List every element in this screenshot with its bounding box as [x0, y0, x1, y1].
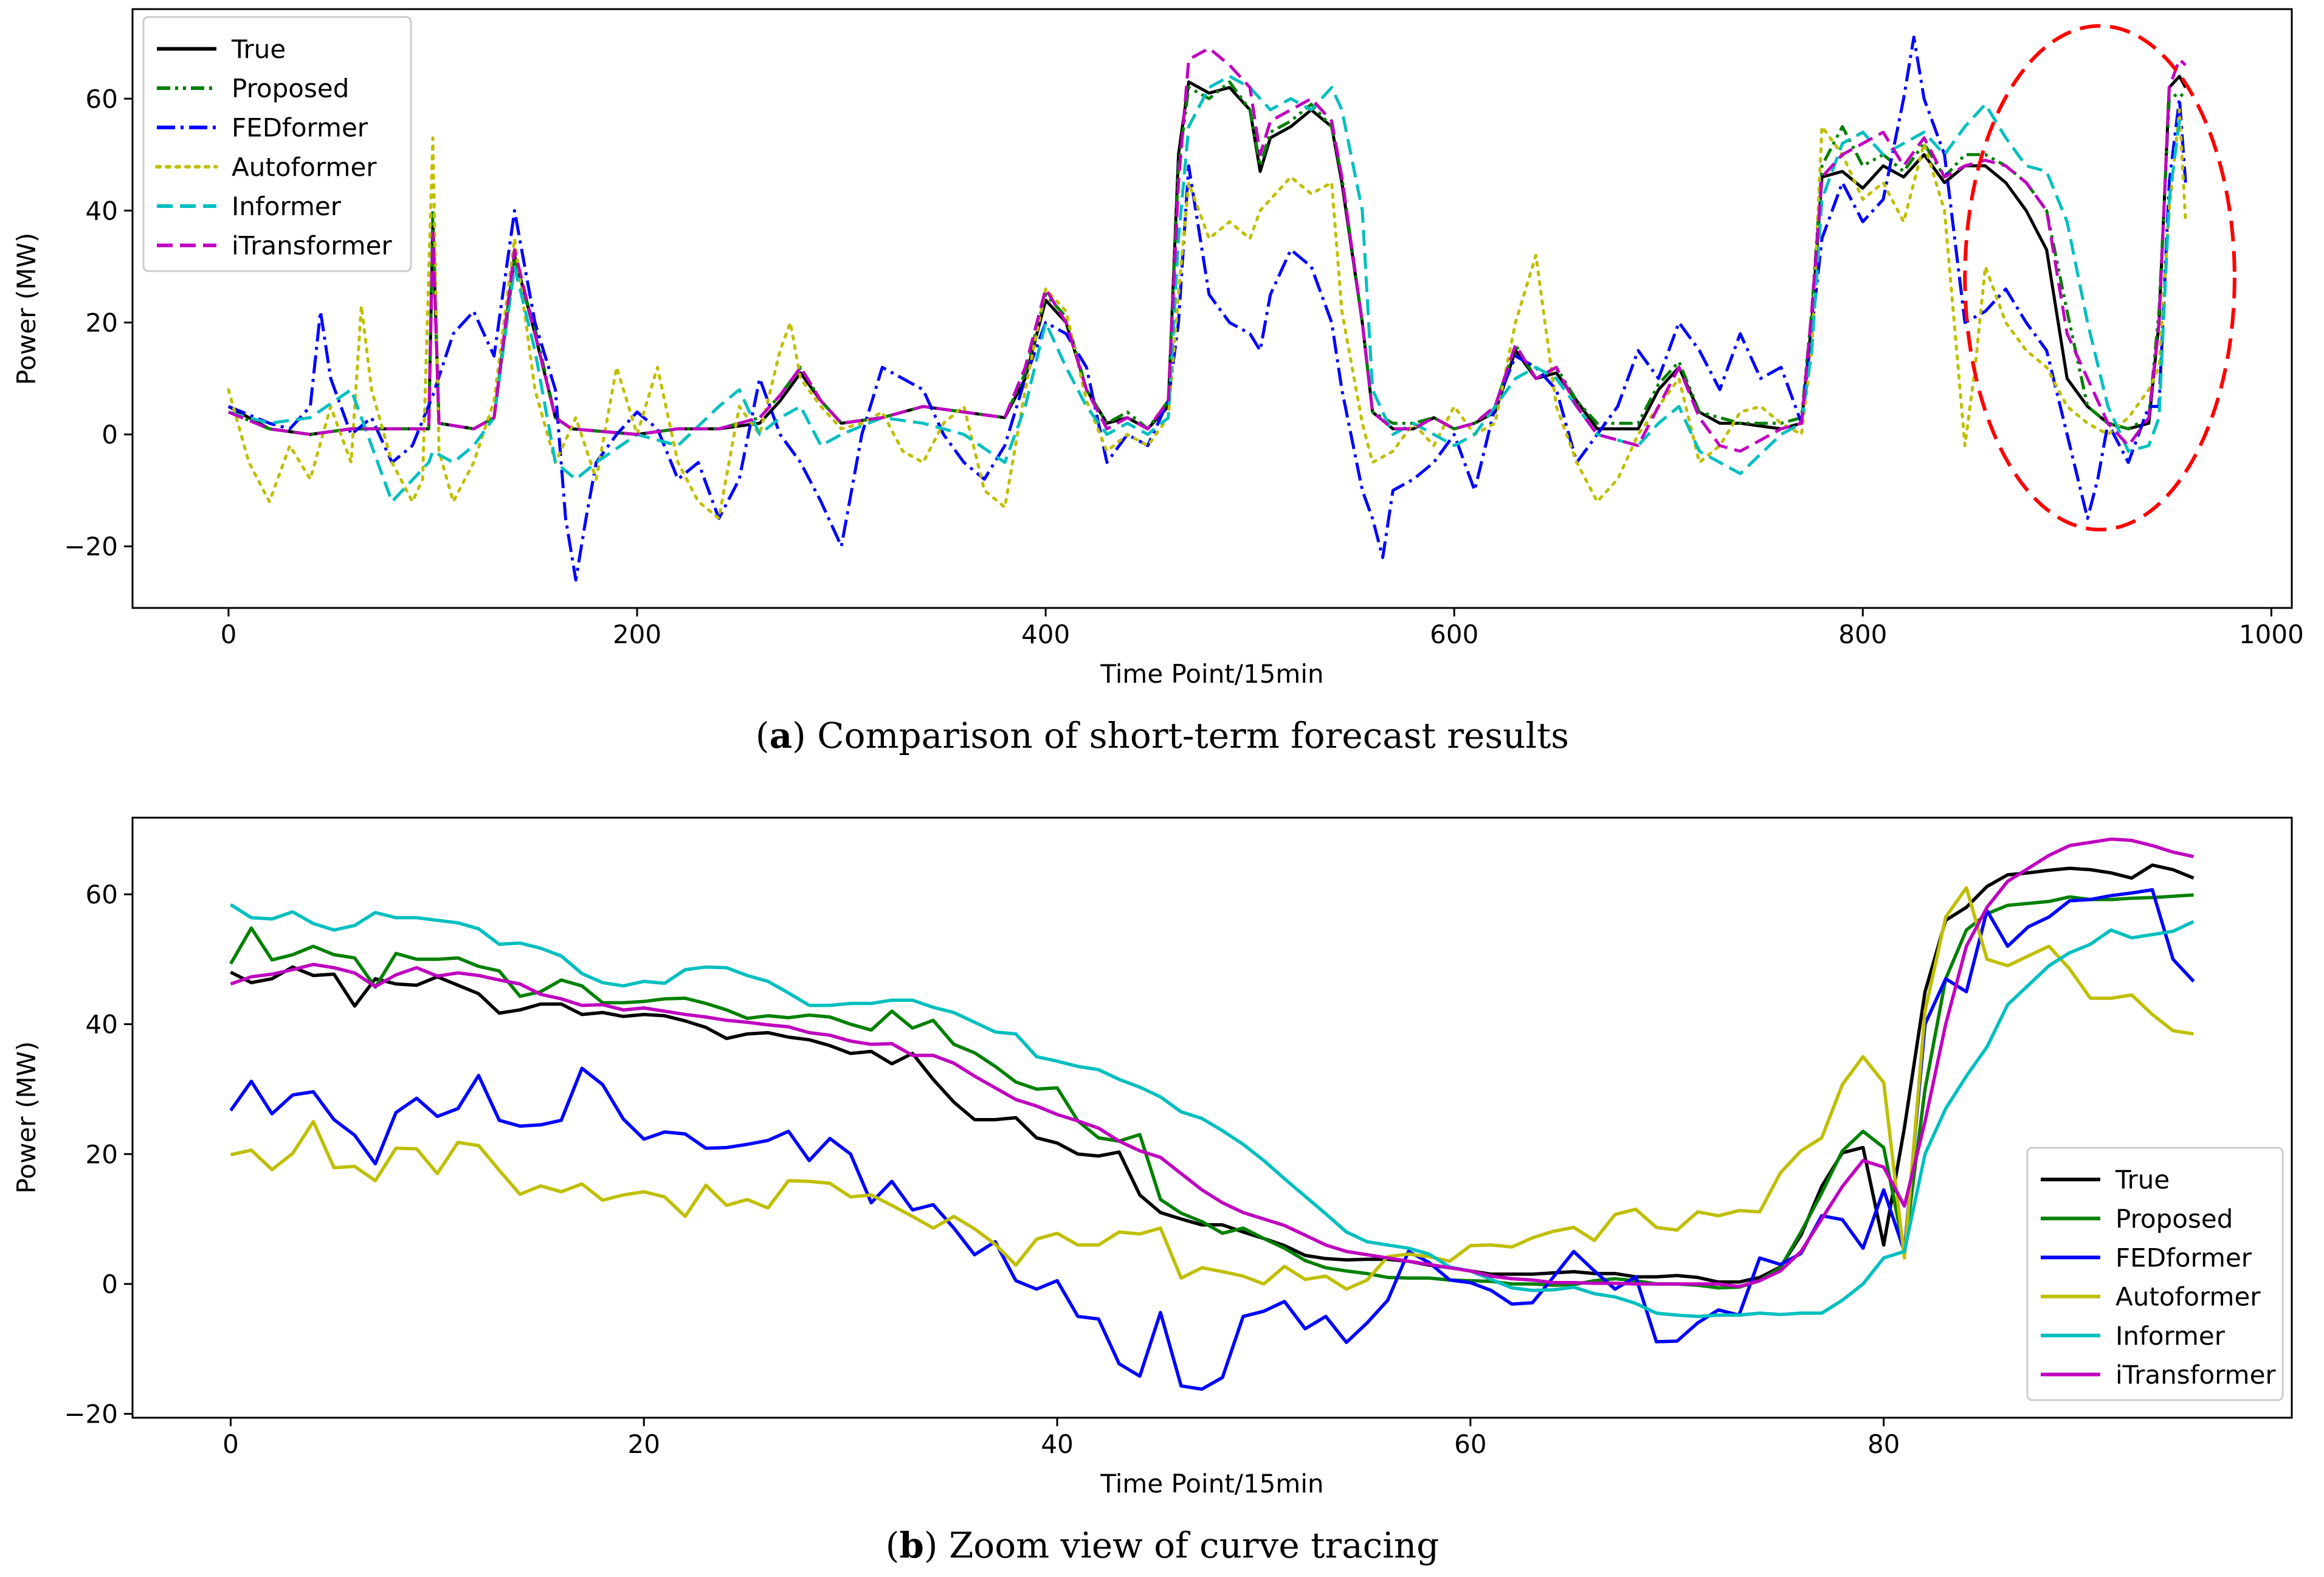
legend-label-itransformer: iTransformer — [2115, 1360, 2276, 1390]
highlight-ellipse — [1963, 24, 2236, 532]
panel-b-x-ticks: 0 20 40 60 80 — [222, 1418, 1900, 1459]
panel-a-x-axis-label: Time Point/15min — [1100, 659, 1323, 689]
panel-b-plot-frame — [131, 816, 2293, 1419]
panel-a-y-axis-label: Power (MW) — [12, 233, 41, 385]
panel-b-x-axis-label: Time Point/15min — [1100, 1469, 1323, 1499]
panel-b-y-ticks: −20 0 20 40 60 — [64, 880, 133, 1429]
x-tick-label: 0 — [222, 1429, 239, 1459]
legend-label-informer: Informer — [232, 192, 342, 221]
series-line-informer — [230, 903, 2195, 1319]
legend-label-true: True — [231, 34, 286, 64]
x-tick-label: 40 — [1041, 1429, 1073, 1459]
y-tick-label: −20 — [64, 532, 118, 562]
panel-b-series-lines — [229, 837, 2195, 1391]
series-line-autoformer — [227, 108, 2187, 520]
series-line-autoformer — [230, 886, 2194, 1291]
y-tick-label: 20 — [86, 308, 118, 338]
legend-label-autoformer: Autoformer — [2115, 1282, 2261, 1312]
panel-a-y-ticks: −20 0 20 40 60 — [64, 84, 133, 562]
panel-a-annotation — [1963, 24, 2236, 532]
x-tick-label: 80 — [1867, 1429, 1900, 1459]
panel-b-legend: True Proposed FEDformer Autoformer Informer i… — [2026, 1147, 2284, 1401]
x-tick-label: 400 — [1021, 619, 1070, 649]
panel-a-chart: 0 200 400 600 800 1000 −20 0 20 40 60 Time Point/… — [12, 8, 2304, 756]
x-tick-label: 0 — [221, 619, 237, 649]
legend-label-fedformer: FEDformer — [2115, 1243, 2252, 1272]
x-tick-label: 600 — [1430, 619, 1478, 649]
x-tick-label: 200 — [613, 619, 661, 649]
series-line-proposed — [229, 893, 2194, 1290]
legend-label-informer: Informer — [2115, 1321, 2226, 1351]
panel-b-caption-text: Zoom view of curve tracing — [949, 1525, 1439, 1566]
x-tick-label: 20 — [628, 1429, 660, 1459]
legend-label-proposed: Proposed — [2115, 1204, 2233, 1234]
series-line-true — [230, 863, 2195, 1284]
panel-b-caption: (b) Zoom view of curve tracing — [886, 1525, 1440, 1566]
y-tick-label: 40 — [86, 196, 118, 226]
y-tick-label: −20 — [64, 1399, 118, 1429]
x-tick-label: 1000 — [2239, 619, 2304, 649]
legend-label-fedformer: FEDformer — [232, 113, 368, 143]
panel-a-plot-frame — [131, 8, 2293, 609]
panel-a-x-ticks: 0 200 400 600 800 1000 — [221, 608, 2304, 649]
y-tick-label: 20 — [86, 1139, 118, 1169]
y-tick-label: 40 — [86, 1010, 118, 1040]
panel-b-y-axis-label: Power (MW) — [12, 1041, 41, 1194]
panel-a-caption-text: Comparison of short-term forecast result… — [817, 715, 1569, 756]
panel-a-series-lines — [227, 35, 2187, 582]
legend-label-autoformer: Autoformer — [232, 152, 377, 182]
series-line-informer — [228, 75, 2187, 503]
y-tick-label: 0 — [102, 1269, 118, 1299]
legend-label-true: True — [2115, 1165, 2170, 1195]
panel-b-caption-letter: b — [899, 1525, 924, 1566]
y-tick-label: 60 — [86, 84, 118, 114]
y-tick-label: 0 — [102, 420, 118, 450]
y-tick-label: 60 — [86, 880, 118, 909]
panel-b-chart: 0 20 40 60 80 −20 0 20 40 60 Time Point/15min Po… — [12, 816, 2293, 1566]
series-line-fedformer — [229, 888, 2195, 1391]
x-tick-label: 60 — [1454, 1429, 1486, 1459]
series-line-fedformer — [227, 35, 2187, 582]
panel-a-caption: (a) Comparison of short-term forecast re… — [756, 715, 1569, 756]
legend-label-itransformer: iTransformer — [232, 231, 392, 261]
x-tick-label: 800 — [1838, 619, 1887, 649]
panel-a-caption-letter: a — [770, 715, 793, 756]
series-line-itransformer — [227, 46, 2187, 453]
panel-a-legend: True Proposed FEDformer Autoformer Informer i… — [142, 16, 412, 272]
legend-label-proposed: Proposed — [232, 74, 349, 103]
series-line-itransformer — [230, 837, 2195, 1288]
